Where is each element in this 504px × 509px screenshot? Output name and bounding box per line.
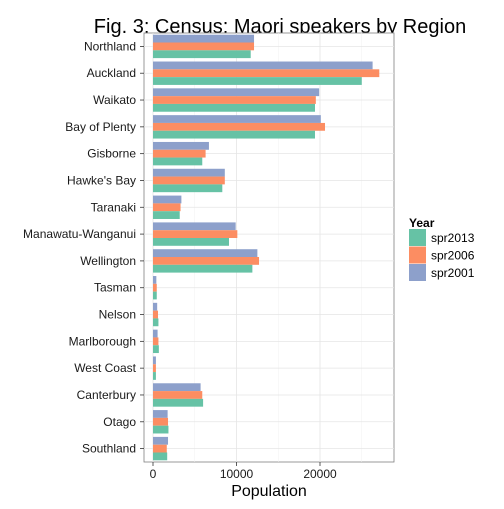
bar-spr2013 <box>153 372 156 380</box>
bar-spr2006 <box>153 230 238 238</box>
bar-spr2013 <box>153 103 315 112</box>
x-tick-label: 0 <box>150 467 157 481</box>
bar-spr2001 <box>153 249 258 258</box>
bar-spr2001 <box>153 302 158 311</box>
y-tick-label: Hawke's Bay <box>67 173 136 187</box>
bar-spr2001 <box>153 195 182 204</box>
bar-spr2006 <box>153 96 316 104</box>
y-tick-label: Bay of Plenty <box>65 120 136 134</box>
bar-spr2013 <box>153 211 180 219</box>
bar-spr2013 <box>153 318 159 327</box>
bar-spr2013 <box>153 291 157 300</box>
bar-spr2001 <box>153 61 373 70</box>
y-tick-label: Auckland <box>87 66 136 80</box>
bar-spr2001 <box>153 141 209 150</box>
bar-spr2013 <box>153 345 159 354</box>
bar-spr2001 <box>153 356 156 365</box>
y-tick-label: West Coast <box>74 361 136 375</box>
bar-spr2001 <box>153 436 169 445</box>
bar-spr2001 <box>153 168 225 177</box>
bar-spr2013 <box>153 264 253 273</box>
bar-spr2013 <box>153 130 315 139</box>
chart-title: Fig. 3: Census: Maori speakers by Region <box>94 16 466 38</box>
bar-spr2013 <box>153 157 203 166</box>
bar-spr2001 <box>153 222 236 231</box>
bar-spr2006 <box>153 69 380 78</box>
bar-spr2001 <box>153 115 321 123</box>
y-tick-label: Manawatu-Wanganui <box>23 227 136 241</box>
bar-spr2001 <box>153 329 158 338</box>
bar-spr2006 <box>153 203 181 212</box>
bar-spr2013 <box>153 237 229 246</box>
bar-spr2006 <box>153 310 159 319</box>
y-tick-label: Taranaki <box>91 200 136 214</box>
y-tick-label: Otago <box>103 415 136 429</box>
bar-spr2006 <box>153 417 169 426</box>
bar-spr2013 <box>153 398 204 407</box>
bar-spr2006 <box>153 444 167 453</box>
bar-spr2001 <box>153 276 157 284</box>
bar-spr2006 <box>153 364 156 373</box>
bar-spr2006 <box>153 176 225 185</box>
y-tick-label: Waikato <box>93 93 136 107</box>
legend-key-spr2001 <box>409 264 426 281</box>
x-tick-label: 10000 <box>220 467 254 481</box>
bar-spr2001 <box>153 34 255 43</box>
bar-spr2006 <box>153 283 157 292</box>
bar-spr2001 <box>153 383 201 392</box>
bar-spr2013 <box>153 50 251 59</box>
x-axis-title: Population <box>231 483 307 500</box>
bar-spr2013 <box>153 425 169 434</box>
y-tick-label: Tasman <box>94 281 136 295</box>
bars-layer <box>153 34 380 461</box>
legend-label: spr2001 <box>431 266 475 280</box>
legend-key-spr2006 <box>409 246 426 264</box>
y-tick-label: Gisborne <box>87 147 136 161</box>
y-tick-label: Canterbury <box>77 388 136 402</box>
legend: Year spr2013 spr2006 spr2001 <box>409 216 475 281</box>
y-tick-label: Wellington <box>80 254 136 268</box>
legend-title: Year <box>409 216 435 230</box>
bar-spr2006 <box>153 337 159 346</box>
x-axis: 0 10000 20000 <box>150 462 337 481</box>
bar-spr2013 <box>153 77 362 85</box>
bar-spr2006 <box>153 391 203 399</box>
y-tick-label: Marlborough <box>69 334 136 348</box>
bar-spr2001 <box>153 88 320 97</box>
bar-spr2006 <box>153 42 255 51</box>
bar-spr2001 <box>153 410 168 418</box>
y-tick-label: Southland <box>82 442 136 456</box>
bar-spr2006 <box>153 122 326 131</box>
legend-key-spr2013 <box>409 229 426 246</box>
bar-spr2013 <box>153 184 223 193</box>
y-tick-label: Nelson <box>99 308 136 322</box>
y-tick-label: Northland <box>84 39 136 53</box>
legend-label: spr2013 <box>431 231 475 245</box>
bar-spr2006 <box>153 149 206 158</box>
bar-spr2013 <box>153 452 168 461</box>
y-axis: Northland Auckland Waikato Bay of Plenty Gis… <box>23 39 144 456</box>
legend-label: spr2006 <box>431 249 475 263</box>
x-tick-label: 20000 <box>303 467 337 481</box>
bar-spr2006 <box>153 257 260 265</box>
